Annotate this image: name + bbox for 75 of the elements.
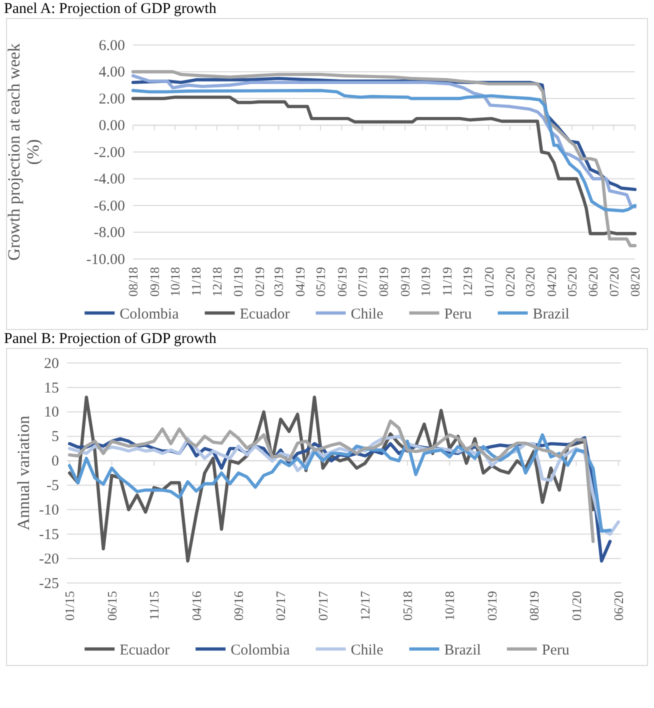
x-tick-label: 08/20 — [628, 267, 643, 297]
x-tick-label: 12/17 — [358, 590, 373, 621]
x-tick-label: 07/19 — [354, 267, 370, 297]
x-tick-label: 04/20 — [544, 267, 559, 297]
x-tick-label: 10/18 — [167, 267, 182, 297]
y-tick-label: -20 — [39, 551, 59, 568]
line-series — [131, 96, 637, 236]
y-tick-label: 6.00 — [98, 38, 125, 54]
legend-label: Brazil — [532, 306, 570, 322]
y-tick-label: -10 — [39, 502, 59, 518]
x-tick-label: 05/19 — [313, 267, 328, 297]
y-tick-label: -10.00 — [86, 252, 125, 268]
x-tick-label: 01/19 — [230, 267, 246, 297]
y-tick-label: -15 — [39, 526, 59, 543]
legend-label: Peru — [542, 642, 570, 658]
x-tick-label: 11/15 — [146, 591, 162, 620]
x-tick-label: 10/19 — [418, 267, 434, 297]
y-tick-label: -5 — [46, 478, 59, 494]
x-tick-label: 07/17 — [315, 590, 330, 621]
x-tick-label: 07/20 — [606, 267, 622, 297]
y-tick-label: -2.00 — [94, 144, 125, 161]
legend-label: Colombia — [120, 306, 180, 322]
y-tick-label: 5 — [52, 429, 59, 446]
y-tick-label: 0 — [52, 454, 59, 470]
y-tick-label: 2.00 — [98, 91, 125, 108]
x-tick-label: 11/18 — [188, 267, 204, 296]
x-tick-label: 12/19 — [460, 267, 475, 297]
x-tick-label: 02/20 — [502, 267, 518, 297]
y-tick-label: -6.00 — [94, 198, 125, 214]
line-series — [131, 70, 637, 248]
x-tick-label: 10/18 — [442, 591, 458, 621]
y-axis-title: Growth projection at each week (%) — [4, 42, 42, 261]
x-tick-label: 01/20 — [481, 267, 496, 297]
x-tick-label: 03/20 — [522, 267, 538, 297]
y-axis-title: Annual variation — [14, 415, 33, 530]
y-tick-label: -25 — [39, 576, 59, 592]
y-tick-label: 4.00 — [98, 64, 125, 81]
legend-label: Brazil — [444, 642, 481, 658]
y-tick-label: 20 — [44, 356, 59, 372]
x-tick-label: 01/20 — [568, 591, 584, 621]
x-tick-label: 11/19 — [439, 267, 454, 296]
x-tick-label: 08/19 — [526, 591, 542, 621]
x-tick-label: 06/20 — [611, 591, 626, 621]
x-tick-label: 05/18 — [400, 591, 415, 621]
chart-title: Panel A: Projection of GDP growth — [3, 0, 218, 18]
x-tick-label: 09/16 — [230, 590, 246, 621]
y-tick-label: -4.00 — [94, 172, 125, 188]
legend-label: Ecuador — [120, 642, 170, 658]
x-tick-label: 03/19 — [271, 267, 286, 297]
x-tick-label: 06/15 — [104, 591, 120, 621]
legend-label: Chile — [350, 642, 384, 658]
x-tick-label: 08/18 — [126, 267, 141, 297]
x-tick-label: 06/20 — [586, 267, 601, 297]
legend-label: Colombia — [230, 642, 290, 658]
y-tick-label: 0.00 — [98, 118, 125, 134]
x-tick-label: 05/20 — [564, 267, 580, 297]
x-tick-label: 02/19 — [252, 267, 267, 297]
y-tick-label: -8.00 — [94, 225, 125, 242]
x-tick-label: 09/18 — [146, 267, 162, 297]
line-series — [68, 420, 595, 544]
legend-label: Peru — [444, 306, 472, 322]
legend-label: Ecuador — [240, 306, 290, 322]
legend-label: Chile — [350, 306, 384, 322]
x-tick-label: 06/19 — [334, 267, 350, 297]
x-tick-label: 04/19 — [292, 267, 308, 297]
x-tick-label: 03/19 — [484, 591, 500, 621]
x-tick-label: 01/15 — [62, 591, 78, 621]
x-tick-label: 12/18 — [209, 267, 224, 297]
y-tick-label: 10 — [44, 404, 59, 421]
chart-title: Panel B: Projection of GDP growth — [3, 330, 218, 348]
x-tick-label: 02/17 — [273, 590, 288, 621]
y-tick-label: 15 — [44, 380, 59, 396]
x-tick-label: 08/19 — [376, 267, 392, 297]
x-tick-label: 04/16 — [188, 590, 204, 621]
x-tick-label: 09/19 — [397, 267, 412, 297]
